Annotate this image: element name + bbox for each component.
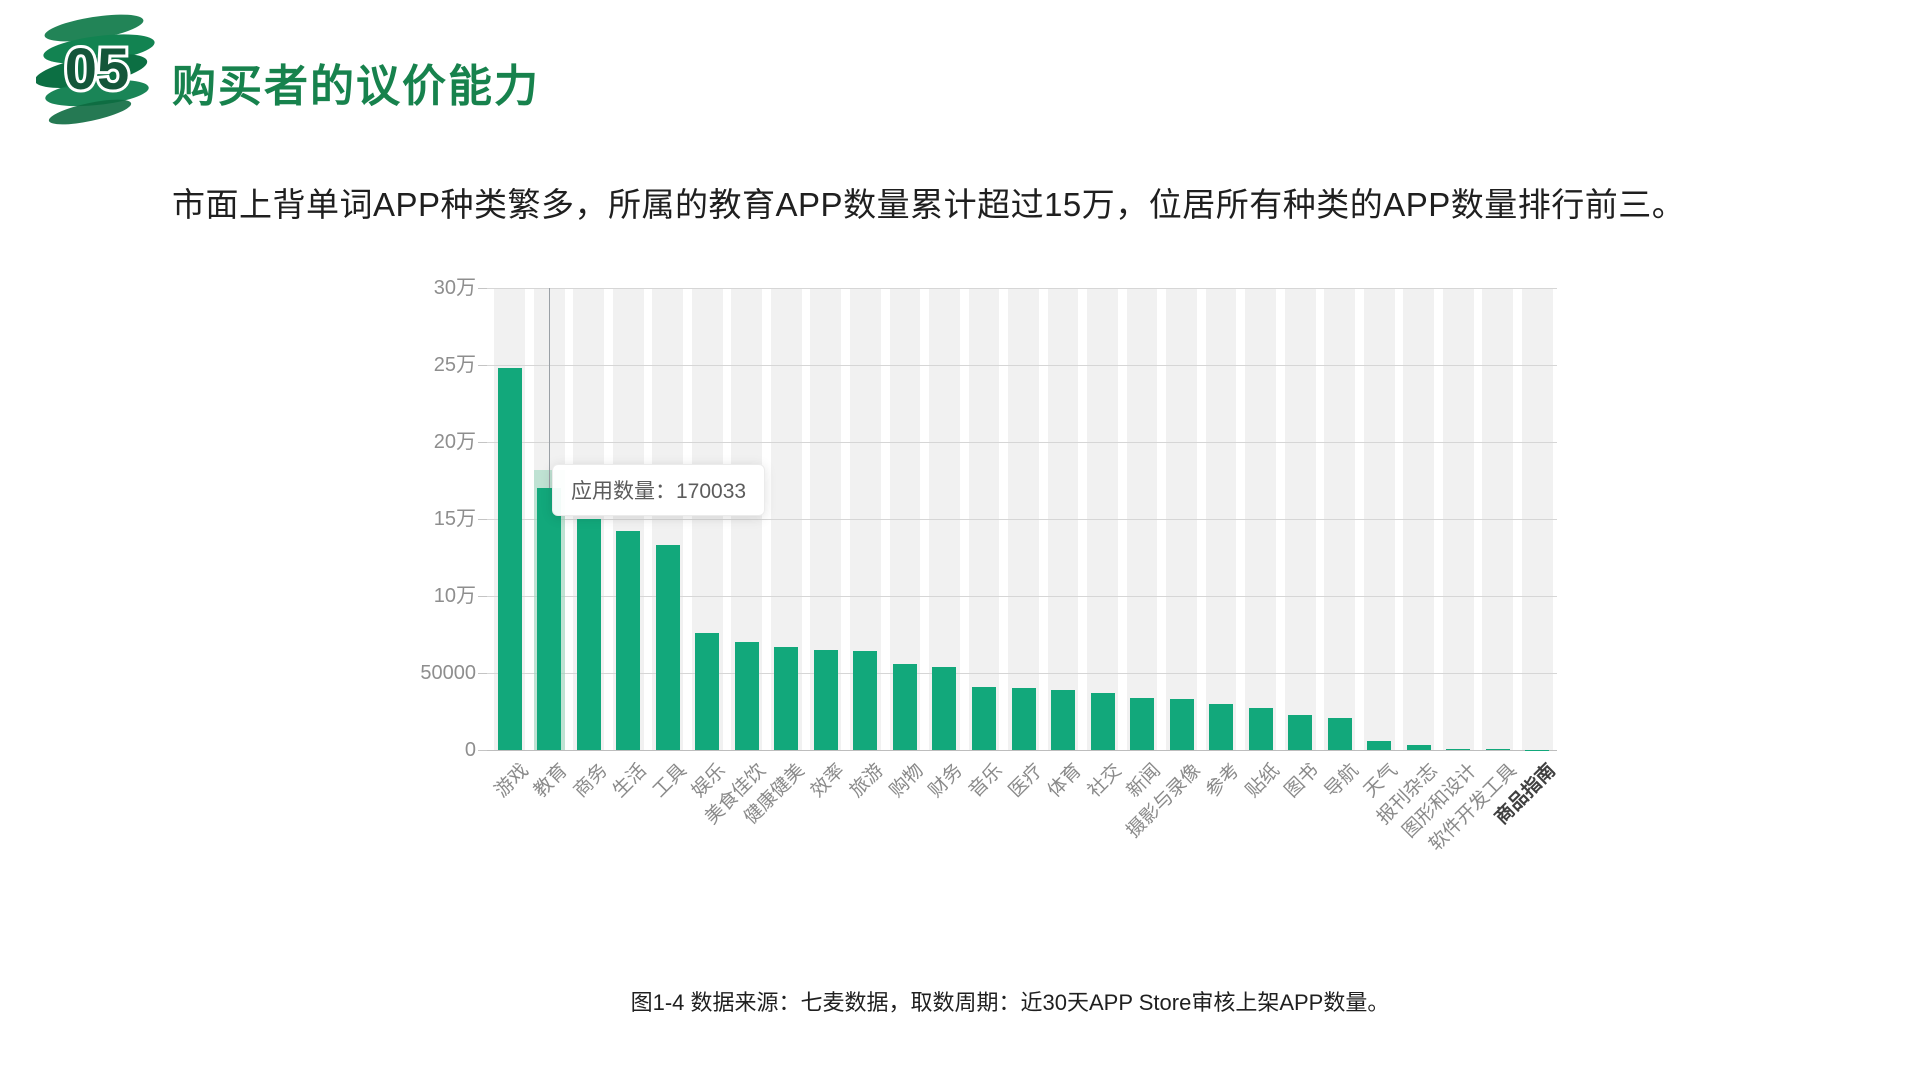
bar-商务[interactable]: [576, 519, 601, 750]
y-axis-label: 30万: [433, 277, 476, 299]
x-axis-label-音乐: 音乐: [965, 760, 1007, 802]
y-axis-label: 15万: [433, 508, 476, 530]
bar-商品指南[interactable]: [1525, 749, 1550, 750]
y-tick-mark: [478, 288, 487, 289]
y-tick-mark: [478, 750, 487, 751]
bar-健康健美[interactable]: [774, 646, 799, 750]
y-axis-label: 20万: [433, 431, 476, 453]
bar-财务[interactable]: [932, 666, 957, 750]
bar-导航[interactable]: [1327, 717, 1352, 750]
y-axis-label: 25万: [433, 354, 476, 376]
x-axis-label-贴纸: 贴纸: [1241, 760, 1284, 802]
y-axis-label: 50000: [420, 662, 476, 684]
bar-工具[interactable]: [655, 545, 680, 750]
gridline: [486, 442, 1557, 443]
bar-美食佳饮[interactable]: [734, 642, 759, 750]
bar-体育[interactable]: [1051, 689, 1076, 750]
x-axis-label-工具: 工具: [648, 760, 691, 802]
bar-医疗[interactable]: [1011, 688, 1036, 750]
x-axis-label-财务: 财务: [925, 760, 968, 802]
bar-生活[interactable]: [616, 531, 641, 750]
bar-游戏[interactable]: [497, 368, 522, 750]
bar-新闻[interactable]: [1130, 697, 1155, 750]
gridline: [486, 519, 1557, 520]
x-axis-label-摄影与录像: 摄影与录像: [1122, 760, 1205, 843]
bar-娱乐[interactable]: [695, 632, 720, 750]
bar-音乐[interactable]: [971, 686, 996, 750]
chart-tooltip: 应用数量：170033: [552, 464, 766, 516]
x-axis-label-社交: 社交: [1083, 760, 1126, 802]
x-axis-label-医疗: 医疗: [1004, 760, 1047, 802]
y-tick-mark: [478, 365, 487, 366]
y-tick-mark: [478, 519, 487, 520]
bar-摄影与录像[interactable]: [1169, 699, 1194, 750]
x-axis-label-购物: 购物: [886, 760, 928, 802]
bar-天气[interactable]: [1367, 740, 1392, 750]
gridline: [486, 673, 1557, 674]
x-axis-label-效率: 效率: [807, 760, 849, 802]
y-axis-label: 0: [464, 739, 476, 761]
x-axis-label-旅游: 旅游: [846, 760, 889, 802]
x-axis-label-游戏: 游戏: [490, 760, 533, 802]
x-axis-label-教育: 教育: [530, 760, 573, 802]
gridline: [486, 288, 1557, 289]
gridline: [486, 596, 1557, 597]
bar-图形和设计[interactable]: [1446, 748, 1471, 750]
chart-plot-area: 应用数量：170033 30万 25万 20万 15万 10万 50000 0 游戏 教育 商务生…: [420, 277, 1560, 855]
y-tick-mark: [478, 442, 487, 443]
figure-caption: 图1-4 数据来源：七麦数据，取数周期：近30天APP Store审核上架APP…: [630, 990, 1390, 1015]
y-tick-mark: [478, 673, 487, 674]
gridline: [486, 365, 1557, 366]
x-axis-label-图书: 图书: [1281, 760, 1323, 802]
bar-贴纸[interactable]: [1248, 708, 1273, 750]
bar-社交[interactable]: [1090, 693, 1115, 750]
x-axis-label-体育: 体育: [1044, 760, 1086, 802]
subtitle-text: 市面上背单词APP种类繁多，所属的教育APP数量累计超过15万，位居所有种类的A…: [172, 186, 1686, 223]
bar-教育[interactable]: [537, 488, 562, 750]
x-axis-label-生活: 生活: [609, 760, 652, 802]
x-axis-line: [486, 750, 1557, 751]
y-axis-label: 10万: [433, 585, 476, 607]
page-title: 购买者的议价能力: [172, 62, 540, 111]
bar-图书[interactable]: [1288, 714, 1313, 750]
bar-chart: 应用数量：170033 30万 25万 20万 15万 10万 50000 0 游戏 教育 商务生…: [420, 270, 1610, 885]
bar-旅游[interactable]: [853, 651, 878, 750]
brush-stroke-badge: 05: [36, 14, 155, 125]
bar-报刊杂志[interactable]: [1406, 745, 1431, 750]
x-axis-label-商务: 商务: [569, 760, 612, 802]
bar-参考[interactable]: [1209, 703, 1234, 750]
badge-number: 05: [65, 37, 130, 102]
header: 05 购买者的议价能力: [36, 8, 540, 126]
bar-效率[interactable]: [813, 649, 838, 750]
bar-软件开发工具[interactable]: [1485, 749, 1510, 750]
bar-购物[interactable]: [892, 663, 917, 750]
x-axis-label-参考: 参考: [1202, 760, 1244, 802]
y-tick-mark: [478, 596, 487, 597]
x-axis-label-导航: 导航: [1320, 760, 1363, 802]
